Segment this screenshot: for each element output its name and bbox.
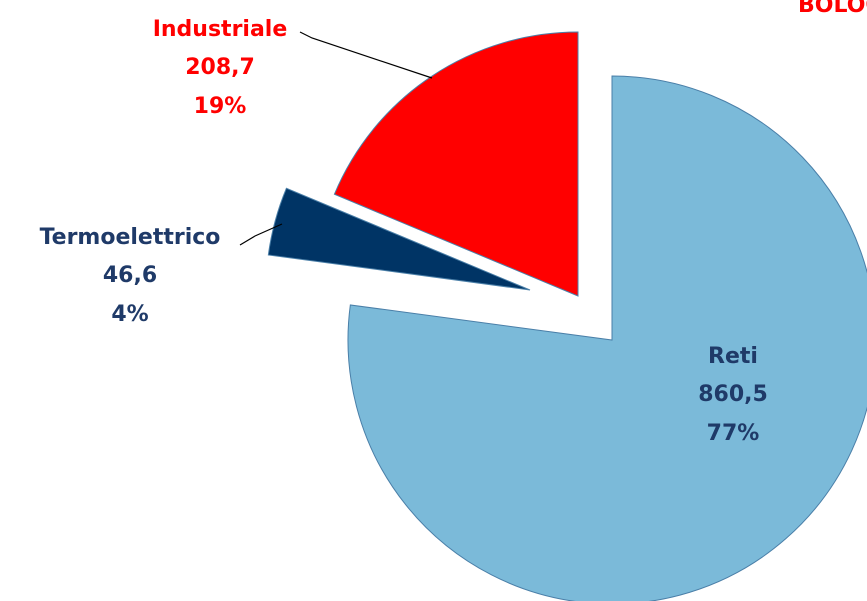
slice-label: Industriale [153, 17, 288, 42]
percent-label: 19% [194, 94, 247, 119]
percent-label: 77% [707, 421, 760, 446]
slice-label: Termoelettrico [40, 225, 221, 250]
pie-slice [347, 75, 867, 601]
slice-label: Reti [708, 344, 758, 369]
pie-slice [267, 187, 531, 291]
chart-title: BOLOGNA [798, 0, 867, 18]
value-label: 860,5 [698, 382, 768, 407]
leader-line [299, 31, 433, 79]
pie-slice [333, 31, 579, 297]
percent-label: 4% [111, 302, 148, 327]
value-label: 208,7 [185, 55, 255, 80]
value-label: 46,6 [103, 263, 157, 288]
leader-line [239, 223, 283, 246]
